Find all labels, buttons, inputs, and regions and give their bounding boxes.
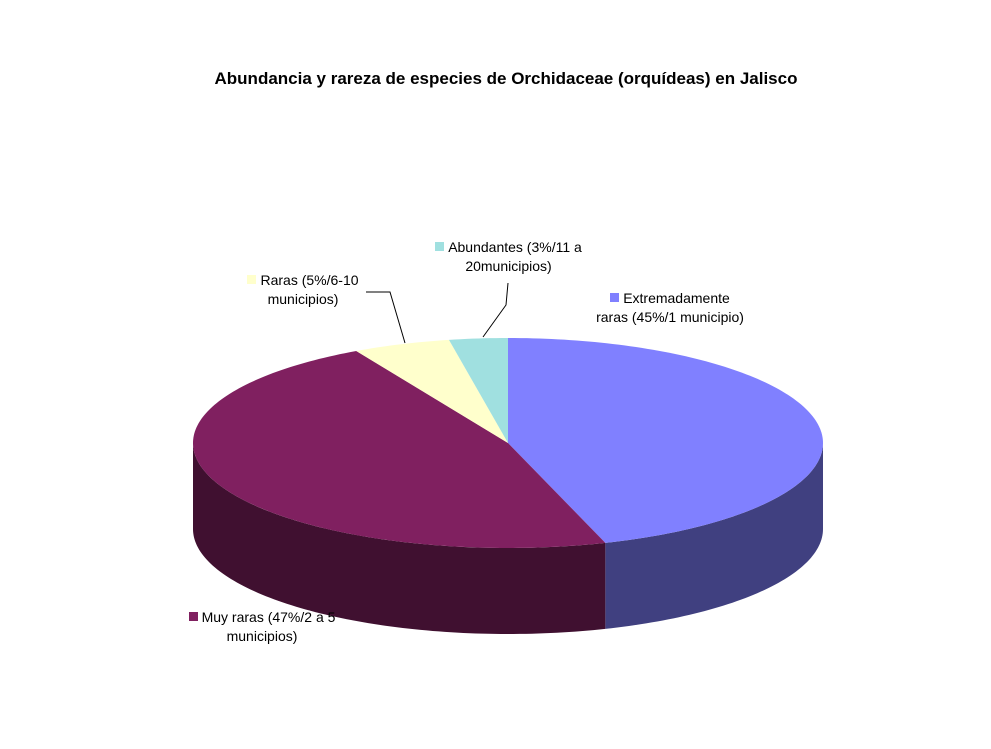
legend-swatch [247,275,257,284]
slice-label: Extremadamente raras (45%/1 municipio) [596,289,744,327]
leader-line [482,282,509,338]
legend-swatch [610,293,620,302]
slice [448,338,508,443]
slice-side [193,443,606,634]
legend-swatch [188,612,198,621]
label-text: Extremadamente raras (45%/1 municipio) [596,290,744,325]
slice [508,338,823,543]
leader-line [366,291,406,344]
chart-title: Abundancia y rareza de especies de Orchi… [214,69,798,88]
slice-label: Abundantes (3%/11 a 20municipios) [416,238,601,276]
label-text: Muy raras (47%/2 a 5 municipios) [201,609,336,644]
slice-label: Muy raras (47%/2 a 5 municipios) [172,608,352,646]
label-text: Raras (5%/6-10 municipios) [260,272,359,307]
sides [193,443,823,634]
slice [356,339,508,443]
slice [193,350,606,548]
slice-side [605,443,823,629]
label-text: Abundantes (3%/11 a 20municipios) [448,239,582,274]
slice-label: Raras (5%/6-10 municipios) [238,271,368,309]
legend-swatch [435,242,445,251]
